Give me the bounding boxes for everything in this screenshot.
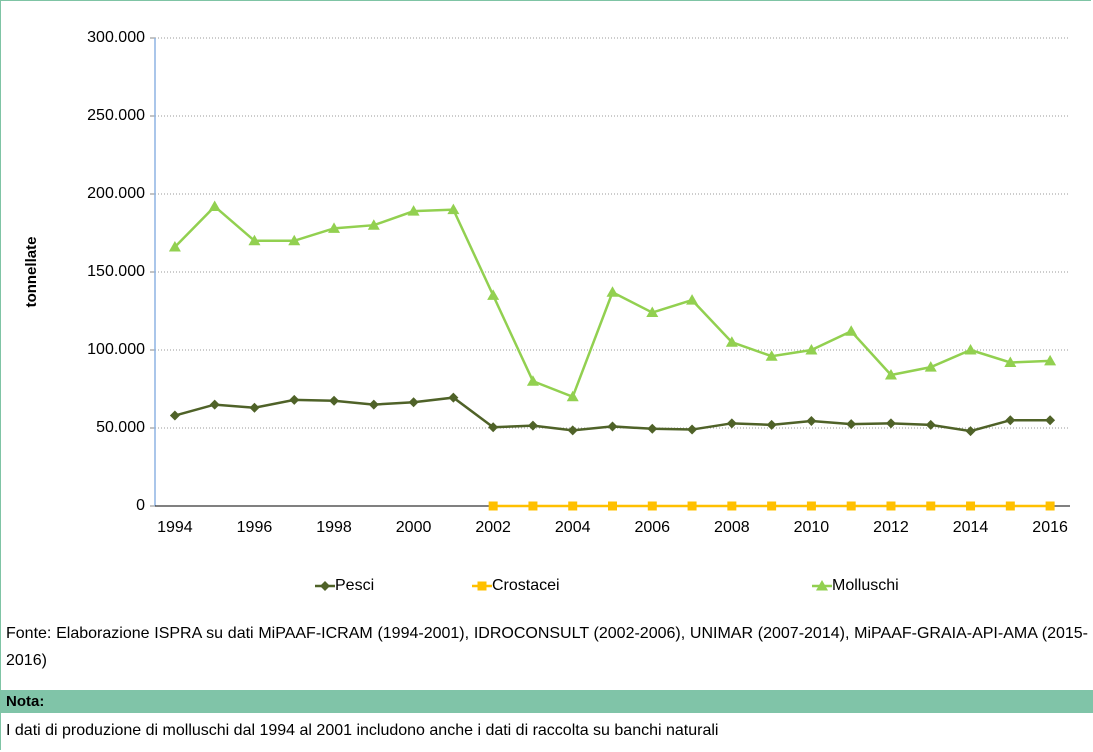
data-point bbox=[249, 402, 260, 413]
data-point bbox=[1045, 501, 1055, 511]
data-point bbox=[646, 306, 659, 318]
chart: tonnellate 0 50.000 100.000 150.000 200.000 2… bbox=[23, 29, 1070, 594]
data-point bbox=[726, 418, 737, 429]
y-tick-label: 100.000 bbox=[87, 341, 145, 358]
data-point bbox=[846, 501, 856, 511]
data-point bbox=[407, 205, 420, 216]
x-tick-label: 2010 bbox=[794, 519, 830, 536]
data-point bbox=[886, 501, 896, 511]
data-point bbox=[488, 501, 498, 511]
data-point bbox=[408, 397, 419, 408]
data-point bbox=[1045, 415, 1056, 426]
x-tick-label: 2014 bbox=[953, 519, 989, 536]
y-tick-label: 300.000 bbox=[87, 29, 145, 46]
data-point bbox=[248, 234, 261, 246]
y-axis-label: tonnellate bbox=[23, 237, 40, 308]
legend-label: Molluschi bbox=[832, 577, 899, 594]
data-point bbox=[608, 501, 617, 511]
data-point bbox=[966, 501, 976, 511]
series-line bbox=[173, 204, 1051, 399]
data-point bbox=[169, 410, 180, 421]
x-tick-label: 1998 bbox=[316, 519, 352, 536]
x-tick-label: 2002 bbox=[475, 519, 511, 536]
data-point bbox=[925, 419, 936, 430]
data-point bbox=[526, 375, 539, 386]
data-point bbox=[209, 399, 220, 410]
data-point bbox=[568, 501, 578, 511]
data-point bbox=[647, 501, 657, 511]
data-point bbox=[725, 336, 738, 347]
data-point bbox=[448, 392, 459, 403]
data-point bbox=[846, 419, 857, 430]
data-point bbox=[368, 399, 379, 410]
x-tick-label: 2012 bbox=[873, 519, 909, 536]
data-point bbox=[288, 234, 301, 246]
x-tick-label: 2006 bbox=[634, 519, 670, 536]
data-point bbox=[765, 350, 778, 361]
data-point bbox=[447, 203, 460, 215]
data-point bbox=[527, 420, 538, 431]
data-point bbox=[606, 286, 619, 297]
data-point bbox=[528, 501, 538, 511]
data-point bbox=[884, 368, 897, 380]
data-point bbox=[1005, 501, 1015, 511]
data-point bbox=[1044, 354, 1057, 366]
x-tick-label: 1994 bbox=[157, 519, 193, 536]
y-tick-label: 50.000 bbox=[96, 419, 145, 436]
data-point bbox=[687, 501, 697, 511]
data-point bbox=[487, 289, 500, 300]
data-point bbox=[607, 421, 618, 432]
legend-marker bbox=[477, 581, 487, 591]
legend-label: Crostacei bbox=[492, 577, 560, 594]
data-point bbox=[289, 394, 300, 405]
data-point bbox=[168, 241, 181, 252]
legend-label: Pesci bbox=[335, 577, 374, 594]
data-point bbox=[727, 501, 737, 511]
data-point bbox=[686, 294, 699, 305]
data-point bbox=[766, 419, 777, 430]
data-point bbox=[767, 501, 777, 511]
y-tick-label: 250.000 bbox=[87, 107, 145, 124]
data-point bbox=[1005, 415, 1016, 426]
y-tick-label: 200.000 bbox=[87, 185, 145, 202]
x-tick-label: 2000 bbox=[396, 519, 432, 536]
data-point bbox=[567, 425, 578, 436]
y-tick-label: 150.000 bbox=[87, 263, 145, 280]
data-point bbox=[805, 344, 818, 355]
data-point bbox=[647, 423, 658, 434]
x-tick-label: 2008 bbox=[714, 519, 750, 536]
data-point bbox=[806, 415, 817, 426]
x-tick-label: 1996 bbox=[237, 519, 273, 536]
data-point bbox=[926, 501, 936, 511]
data-point bbox=[806, 501, 816, 511]
legend-marker bbox=[816, 580, 828, 591]
y-tick-label: 0 bbox=[136, 497, 145, 514]
data-point bbox=[1004, 356, 1017, 367]
source: Fonte: Elaborazione ISPRA su dati MiPAAF… bbox=[6, 625, 1088, 669]
x-tick-label: 2004 bbox=[555, 519, 591, 536]
data-point bbox=[687, 424, 698, 435]
x-tick-label: 2016 bbox=[1032, 519, 1068, 536]
data-point bbox=[964, 344, 977, 355]
note-text: I dati di produzione di molluschi dal 19… bbox=[6, 722, 719, 739]
data-point bbox=[488, 422, 499, 433]
data-point bbox=[367, 219, 380, 230]
data-point bbox=[845, 325, 858, 336]
data-point bbox=[208, 200, 221, 211]
legend-marker bbox=[320, 581, 330, 591]
data-point bbox=[965, 426, 976, 437]
data-point bbox=[924, 361, 937, 372]
note-title: Nota: bbox=[1, 690, 1093, 713]
data-point bbox=[328, 222, 341, 233]
data-point bbox=[885, 418, 896, 429]
data-point bbox=[566, 390, 579, 402]
data-point bbox=[329, 395, 340, 406]
